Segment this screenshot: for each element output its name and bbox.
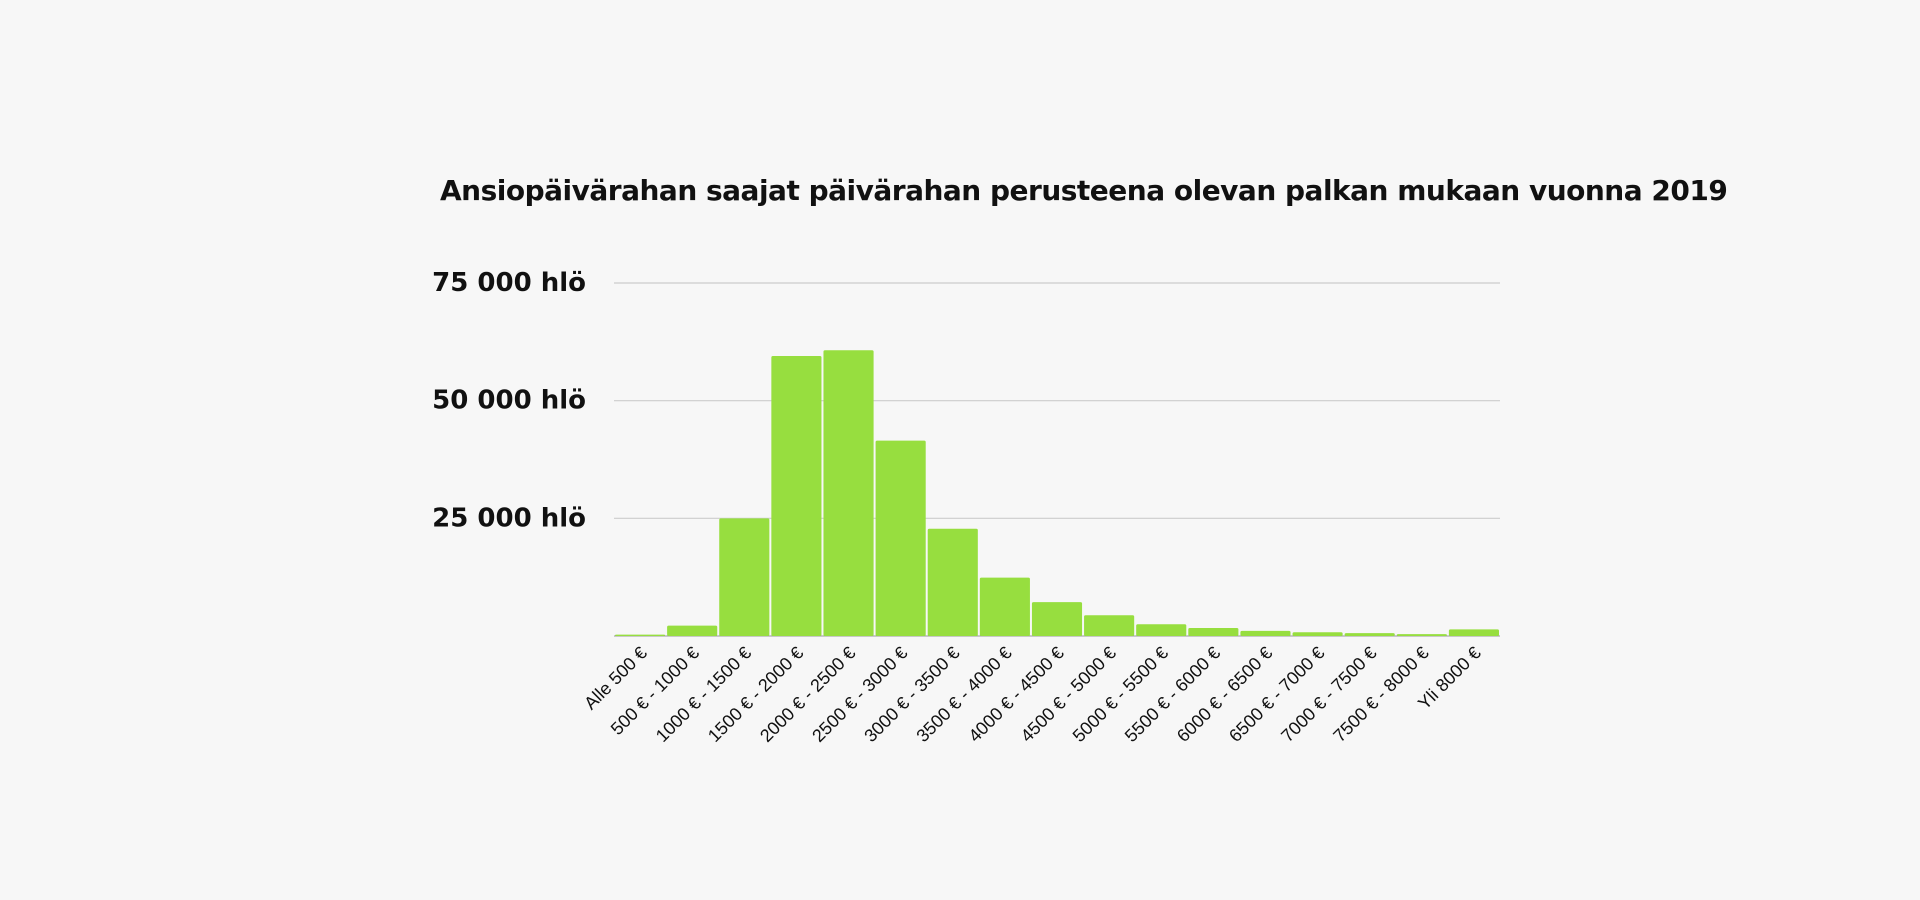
x-axis-labels: Alle 500 €500 € - 1000 €1000 € - 1500 €1… <box>580 643 1485 746</box>
bar <box>1031 602 1083 636</box>
x-tick-label: 2000 € - 2500 € <box>756 643 859 746</box>
x-tick-label: 5000 € - 5500 € <box>1069 643 1172 746</box>
bar <box>1240 630 1291 636</box>
bar <box>771 355 822 636</box>
bar <box>1084 615 1135 636</box>
x-tick-label: 3000 € - 3500 € <box>860 643 963 746</box>
x-tick-label: 1000 € - 1500 € <box>652 643 755 746</box>
bar <box>719 518 770 636</box>
bar <box>615 634 666 636</box>
y-tick-label: 75 000 hlö <box>432 268 586 298</box>
x-tick-label: 7500 € - 8000 € <box>1329 643 1432 746</box>
x-tick-label: 2500 € - 3000 € <box>808 643 911 746</box>
bars <box>615 350 1499 636</box>
x-tick-label: 4500 € - 5000 € <box>1017 643 1120 746</box>
bar <box>1136 624 1187 636</box>
x-tick-label: 6500 € - 7000 € <box>1225 643 1328 746</box>
bar <box>927 528 978 636</box>
y-axis-labels: 25 000 hlö 50 000 hlö 75 000 hlö <box>432 268 586 533</box>
bar <box>823 350 874 636</box>
bar <box>1292 632 1343 636</box>
bar <box>1188 627 1239 636</box>
y-tick-label: 25 000 hlö <box>432 503 586 533</box>
x-tick-label: 4000 € - 4500 € <box>965 643 1068 746</box>
bar <box>875 440 926 636</box>
x-tick-label: 1500 € - 2000 € <box>704 643 807 746</box>
bar <box>979 577 1030 636</box>
y-tick-label: 50 000 hlö <box>432 386 586 416</box>
x-tick-label: 5500 € - 6000 € <box>1121 643 1224 746</box>
bar <box>1344 633 1395 636</box>
chart-title: Ansiopäivärahan saajat päivärahan perust… <box>440 174 1728 207</box>
bar <box>667 625 718 636</box>
bar <box>1448 629 1499 636</box>
x-tick-label: 3500 € - 4000 € <box>912 643 1015 746</box>
x-tick-label: 6000 € - 6500 € <box>1173 643 1276 746</box>
bar <box>1396 634 1447 636</box>
x-tick-label: 7000 € - 7500 € <box>1277 643 1380 746</box>
